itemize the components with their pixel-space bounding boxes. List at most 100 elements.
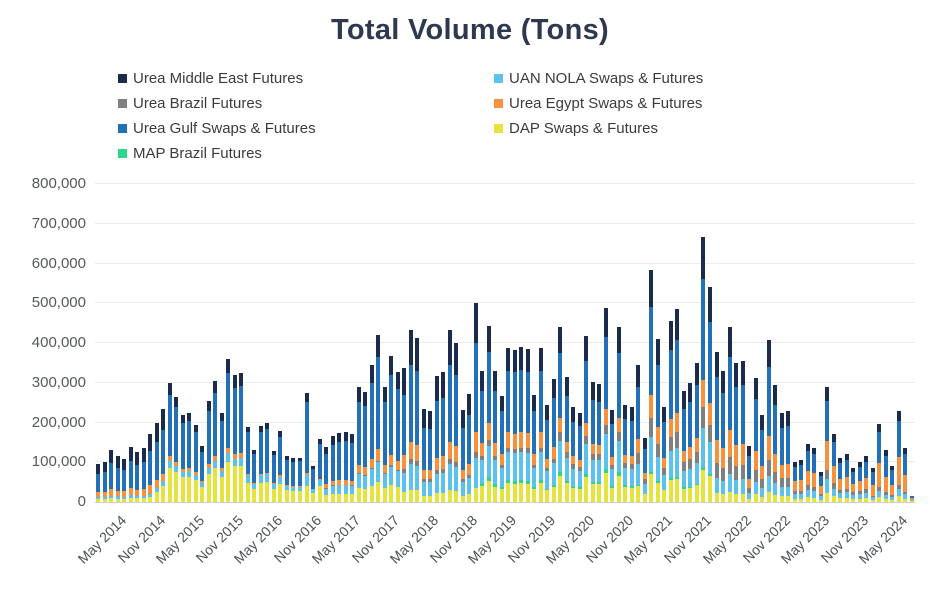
bar-dec-2022: [786, 410, 791, 502]
bar-segment-uan-nola-swaps-futures: [284, 485, 289, 491]
bar-segment-urea-egypt-swaps-futures: [681, 450, 686, 462]
bar-segment-urea-egypt-swaps-futures: [805, 470, 810, 486]
gridline: [95, 183, 915, 184]
bar-segment-dap-swaps-futures: [538, 483, 543, 502]
bar-may-2023: [818, 472, 823, 502]
bar-segment-uan-nola-swaps-futures: [493, 460, 498, 484]
bar-segment-urea-middle-east-futures: [213, 380, 218, 393]
legend-item-urea-middle-east-futures[interactable]: Urea Middle East Futures: [118, 66, 494, 91]
bar-segment-urea-middle-east-futures: [551, 378, 556, 398]
bar-segment-uan-nola-swaps-futures: [519, 452, 524, 481]
bar-segment-uan-nola-swaps-futures: [265, 474, 270, 483]
bar-segment-urea-egypt-swaps-futures: [493, 443, 498, 457]
legend-item-urea-brazil-futures[interactable]: Urea Brazil Futures: [118, 91, 494, 116]
bar-segment-map-brazil-futures: [584, 473, 589, 477]
legend-item-dap-swaps-futures[interactable]: DAP Swaps & Futures: [494, 116, 870, 141]
bar-segment-urea-brazil-futures: [688, 459, 693, 469]
bar-segment-urea-middle-east-futures: [584, 335, 589, 361]
bar-nov-2018: [467, 393, 472, 502]
bar-segment-urea-middle-east-futures: [206, 400, 211, 411]
bar-segment-uan-nola-swaps-futures: [154, 488, 159, 493]
bar-segment-urea-egypt-swaps-futures: [258, 473, 263, 476]
bar-segment-urea-gulf-swaps-futures: [838, 462, 843, 479]
bar-segment-dap-swaps-futures: [870, 500, 875, 502]
bar-segment-urea-middle-east-futures: [564, 376, 569, 396]
bar-segment-urea-middle-east-futures: [753, 378, 758, 400]
bar-segment-urea-gulf-swaps-futures: [154, 442, 159, 481]
legend-item-urea-gulf-swaps-futures[interactable]: Urea Gulf Swaps & Futures: [118, 116, 494, 141]
bar-segment-urea-middle-east-futures: [356, 387, 361, 403]
bar-segment-dap-swaps-futures: [636, 485, 641, 502]
bar-segment-uan-nola-swaps-futures: [909, 500, 914, 501]
bar-segment-urea-egypt-swaps-futures: [167, 456, 172, 462]
bar-segment-urea-middle-east-futures: [180, 414, 185, 424]
bar-segment-uan-nola-swaps-futures: [851, 495, 856, 500]
bar-segment-uan-nola-swaps-futures: [668, 451, 673, 479]
legend-item-urea-egypt-swaps-futures[interactable]: Urea Egypt Swaps & Futures: [494, 91, 870, 116]
bar-segment-dap-swaps-futures: [532, 489, 537, 502]
bar-segment-urea-middle-east-futures: [317, 438, 322, 444]
bar-segment-urea-egypt-swaps-futures: [200, 480, 205, 484]
bar-segment-urea-middle-east-futures: [629, 406, 634, 421]
bar-segment-dap-swaps-futures: [694, 485, 699, 502]
bar-segment-dap-swaps-futures: [284, 490, 289, 502]
bar-segment-dap-swaps-futures: [818, 499, 823, 502]
bar-segment-urea-egypt-swaps-futures: [799, 479, 804, 491]
bar-segment-urea-gulf-swaps-futures: [584, 360, 589, 423]
bar-segment-uan-nola-swaps-futures: [883, 494, 888, 499]
bar-segment-map-brazil-futures: [486, 477, 491, 481]
bar-segment-urea-egypt-swaps-futures: [883, 476, 888, 493]
bar-segment-dap-swaps-futures: [629, 487, 634, 502]
bar-apr-2024: [890, 466, 895, 502]
bar-segment-urea-middle-east-futures: [252, 449, 257, 454]
bar-segment-urea-egypt-swaps-futures: [577, 459, 582, 467]
bar-segment-urea-egypt-swaps-futures: [870, 485, 875, 496]
bar-may-2016: [271, 451, 276, 502]
bar-segment-uan-nola-swaps-futures: [200, 483, 205, 487]
bar-segment-urea-middle-east-futures: [636, 364, 641, 387]
bar-segment-urea-gulf-swaps-futures: [252, 453, 257, 483]
bar-segment-dap-swaps-futures: [232, 466, 237, 502]
legend-item-label: Urea Brazil Futures: [133, 95, 263, 112]
bar-segment-uan-nola-swaps-futures: [812, 491, 817, 498]
bar-segment-urea-brazil-futures: [486, 440, 491, 446]
bar-feb-2017: [330, 436, 335, 502]
legend-item-uan-nola-swaps-futures[interactable]: UAN NOLA Swaps & Futures: [494, 66, 870, 91]
bar-segment-urea-gulf-swaps-futures: [623, 419, 628, 456]
legend-item-map-brazil-futures[interactable]: MAP Brazil Futures: [118, 141, 494, 166]
bar-segment-urea-middle-east-futures: [200, 446, 205, 452]
bar-segment-urea-egypt-swaps-futures: [506, 432, 511, 448]
bar-segment-dap-swaps-futures: [857, 498, 862, 502]
bar-segment-dap-swaps-futures: [603, 472, 608, 502]
bar-segment-dap-swaps-futures: [825, 492, 830, 502]
bar-segment-uan-nola-swaps-futures: [389, 467, 394, 485]
bar-segment-urea-gulf-swaps-futures: [857, 467, 862, 481]
bar-segment-urea-brazil-futures: [434, 470, 439, 475]
bar-segment-uan-nola-swaps-futures: [239, 457, 244, 466]
bar-segment-urea-egypt-swaps-futures: [584, 422, 589, 436]
bar-sep-2019: [532, 394, 537, 502]
bar-segment-urea-gulf-swaps-futures: [642, 448, 647, 473]
bar-segment-dap-swaps-futures: [219, 476, 224, 502]
bar-segment-urea-middle-east-futures: [350, 434, 355, 444]
bar-segment-urea-egypt-swaps-futures: [812, 473, 817, 487]
bar-segment-dap-swaps-futures: [376, 482, 381, 502]
bar-segment-urea-egypt-swaps-futures: [428, 469, 433, 479]
bar-segment-urea-gulf-swaps-futures: [851, 471, 856, 484]
bar-segment-urea-gulf-swaps-futures: [258, 431, 263, 474]
bar-segment-urea-gulf-swaps-futures: [558, 353, 563, 419]
legend: Urea Middle East Futures UAN NOLA Swaps &…: [118, 66, 870, 166]
bar-segment-urea-brazil-futures: [623, 463, 628, 468]
bar-segment-map-brazil-futures: [636, 484, 641, 486]
bar-segment-urea-middle-east-futures: [773, 385, 778, 406]
bar-segment-urea-egypt-swaps-futures: [616, 418, 621, 433]
bar-segment-uan-nola-swaps-futures: [616, 440, 621, 473]
bar-segment-uan-nola-swaps-futures: [721, 480, 726, 495]
bar-segment-urea-middle-east-futures: [265, 422, 270, 429]
bar-aug-2023: [838, 457, 843, 502]
bar-segment-dap-swaps-futures: [115, 498, 120, 502]
bar-mar-2024: [883, 450, 888, 502]
bar-segment-dap-swaps-futures: [727, 491, 732, 502]
bar-segment-urea-gulf-swaps-futures: [753, 399, 758, 452]
bar-segment-urea-brazil-futures: [721, 467, 726, 481]
